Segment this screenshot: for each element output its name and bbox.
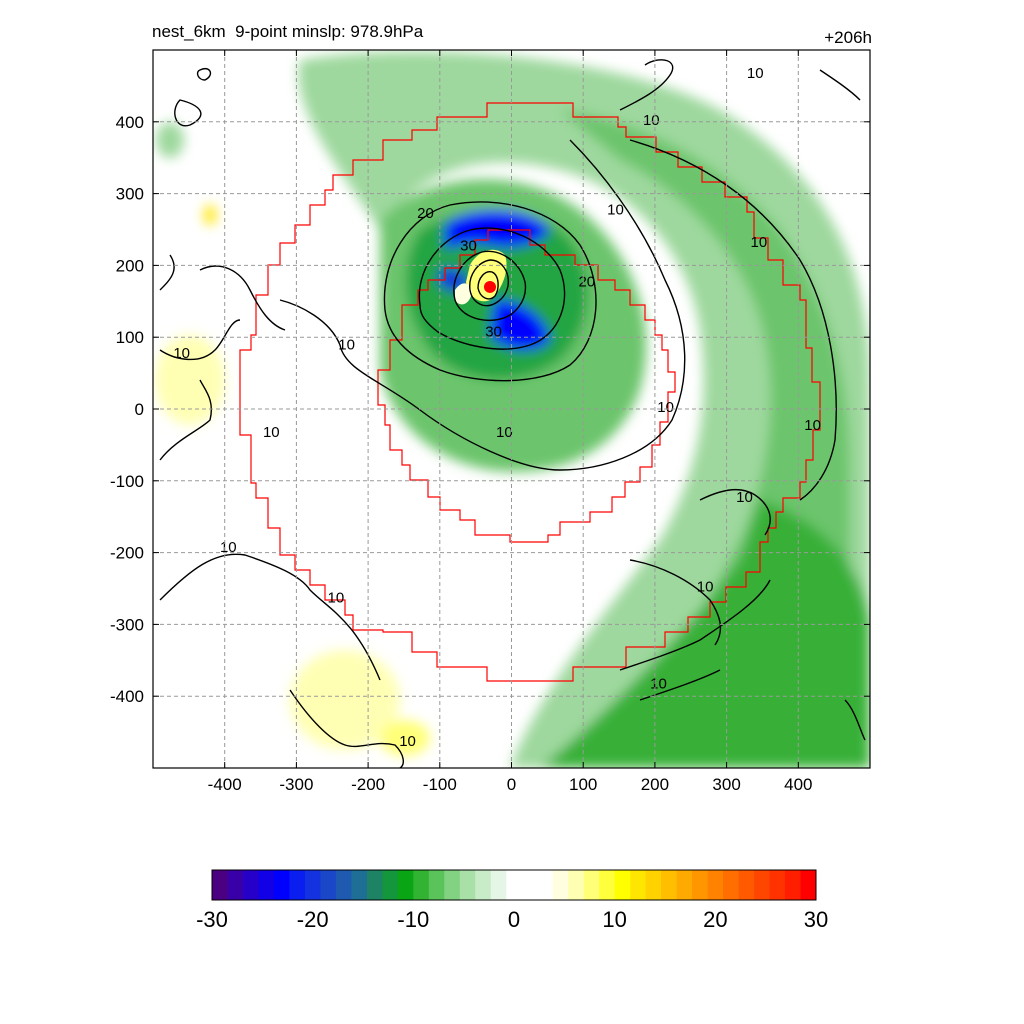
- x-tick-label: 0: [507, 775, 516, 794]
- x-tick-label: -200: [351, 775, 385, 794]
- colorbar-swatch: [661, 870, 678, 900]
- colorbar-swatch: [351, 870, 368, 900]
- y-tick-label: -300: [110, 615, 144, 634]
- colorbar-label: -10: [397, 907, 429, 932]
- colorbar-swatch: [769, 870, 786, 900]
- colorbar-swatch: [537, 870, 554, 900]
- colorbar-swatch: [304, 870, 321, 900]
- contour-label: 10: [751, 234, 768, 251]
- y-tick-label: -400: [110, 687, 144, 706]
- colorbar-label: 0: [508, 907, 520, 932]
- colorbar-swatch: [692, 870, 709, 900]
- colorbar-swatch: [490, 870, 507, 900]
- contour-label: 20: [578, 273, 595, 290]
- colorbar-swatch: [645, 870, 662, 900]
- contour-label: 10: [399, 733, 416, 750]
- colorbar-swatch: [552, 870, 569, 900]
- colorbar-swatch: [475, 870, 492, 900]
- y-tick-label: 0: [135, 400, 144, 419]
- x-tick-label: -100: [423, 775, 457, 794]
- colorbar-swatch: [242, 870, 259, 900]
- colorbar-swatch: [614, 870, 631, 900]
- contour-label: 10: [338, 337, 355, 354]
- colorbar-label: 10: [602, 907, 626, 932]
- colorbar-swatch: [273, 870, 290, 900]
- contour-label: 10: [804, 417, 821, 434]
- colorbar-label: -20: [297, 907, 329, 932]
- colorbar-swatch: [320, 870, 337, 900]
- contour-label: 10: [650, 675, 667, 692]
- contour-label: 10: [747, 65, 764, 82]
- contour-label: 10: [607, 202, 624, 219]
- colorbar: -30 -20 -10 0 10 20 30: [196, 869, 828, 932]
- colorbar-swatch: [754, 870, 771, 900]
- colorbar-swatch: [521, 870, 538, 900]
- contour-label: 10: [697, 579, 714, 596]
- x-tick-label: 200: [641, 775, 669, 794]
- contour-label: 30: [485, 324, 502, 341]
- contour-labels: 10 20 30 20 30 10 10 10 10 10 10 10 10 10 10 10 10 10 10 10: [173, 65, 821, 750]
- colorbar-swatch: [428, 870, 445, 900]
- colorbar-swatch: [506, 870, 523, 900]
- contour-label: 10: [496, 424, 513, 441]
- y-tick-label: -100: [110, 472, 144, 491]
- y-tick-label: 400: [116, 113, 144, 132]
- colorbar-swatch: [212, 870, 228, 900]
- colorbar-swatch: [785, 870, 802, 900]
- contour-label: 10: [173, 345, 190, 362]
- colorbar-swatch: [800, 870, 817, 900]
- y-tick-label: 300: [116, 185, 144, 204]
- colorbar-label: -30: [196, 907, 228, 932]
- contour-label: 30: [460, 237, 477, 254]
- chart-title: nest_6km 9-point minslp: 978.9hPa: [152, 22, 424, 41]
- colorbar-swatch: [676, 870, 693, 900]
- contour-label: 10: [263, 424, 280, 441]
- colorbar-swatch: [459, 870, 476, 900]
- colorbar-label: 20: [703, 907, 727, 932]
- colorbar-swatch: [738, 870, 755, 900]
- colorbar-frame: [211, 869, 817, 901]
- colorbar-swatch: [599, 870, 616, 900]
- x-axis-ticks: -400 -300 -200 -100 0 100 200 300 400: [208, 50, 812, 794]
- colorbar-swatch: [583, 870, 600, 900]
- grid-lines: [153, 50, 870, 768]
- forecast-hour-label: +206h: [824, 28, 872, 47]
- colorbar-swatch: [707, 870, 724, 900]
- colorbar-swatch: [382, 870, 399, 900]
- x-tick-label: 300: [712, 775, 740, 794]
- colorbar-swatch: [568, 870, 585, 900]
- x-tick-label: -400: [208, 775, 242, 794]
- storm-center-marker: [483, 280, 496, 293]
- y-tick-label: 200: [116, 256, 144, 275]
- y-axis-ticks: -400 -300 -200 -100 0 100 200 300 400: [110, 113, 870, 706]
- x-tick-label: 400: [784, 775, 812, 794]
- x-tick-label: 100: [569, 775, 597, 794]
- colorbar-swatch: [397, 870, 414, 900]
- colorbar-swatch: [444, 870, 461, 900]
- colorbar-swatch: [723, 870, 740, 900]
- contour-label: 10: [657, 399, 674, 416]
- y-tick-label: -200: [110, 544, 144, 563]
- colorbar-swatch: [366, 870, 383, 900]
- colorbar-swatch: [227, 870, 244, 900]
- colorbar-swatch: [258, 870, 275, 900]
- contour-label: 20: [417, 205, 434, 222]
- contour-label: 10: [327, 589, 344, 606]
- contour-label: 10: [643, 112, 660, 129]
- x-tick-label: -300: [279, 775, 313, 794]
- colorbar-swatch: [413, 870, 430, 900]
- contour-label: 10: [220, 539, 237, 556]
- colorbar-swatch: [630, 870, 647, 900]
- colorbar-swatch: [335, 870, 352, 900]
- y-tick-label: 100: [116, 328, 144, 347]
- colorbar-swatch: [289, 870, 306, 900]
- colorbar-label: 30: [804, 907, 828, 932]
- contour-label: 10: [736, 489, 753, 506]
